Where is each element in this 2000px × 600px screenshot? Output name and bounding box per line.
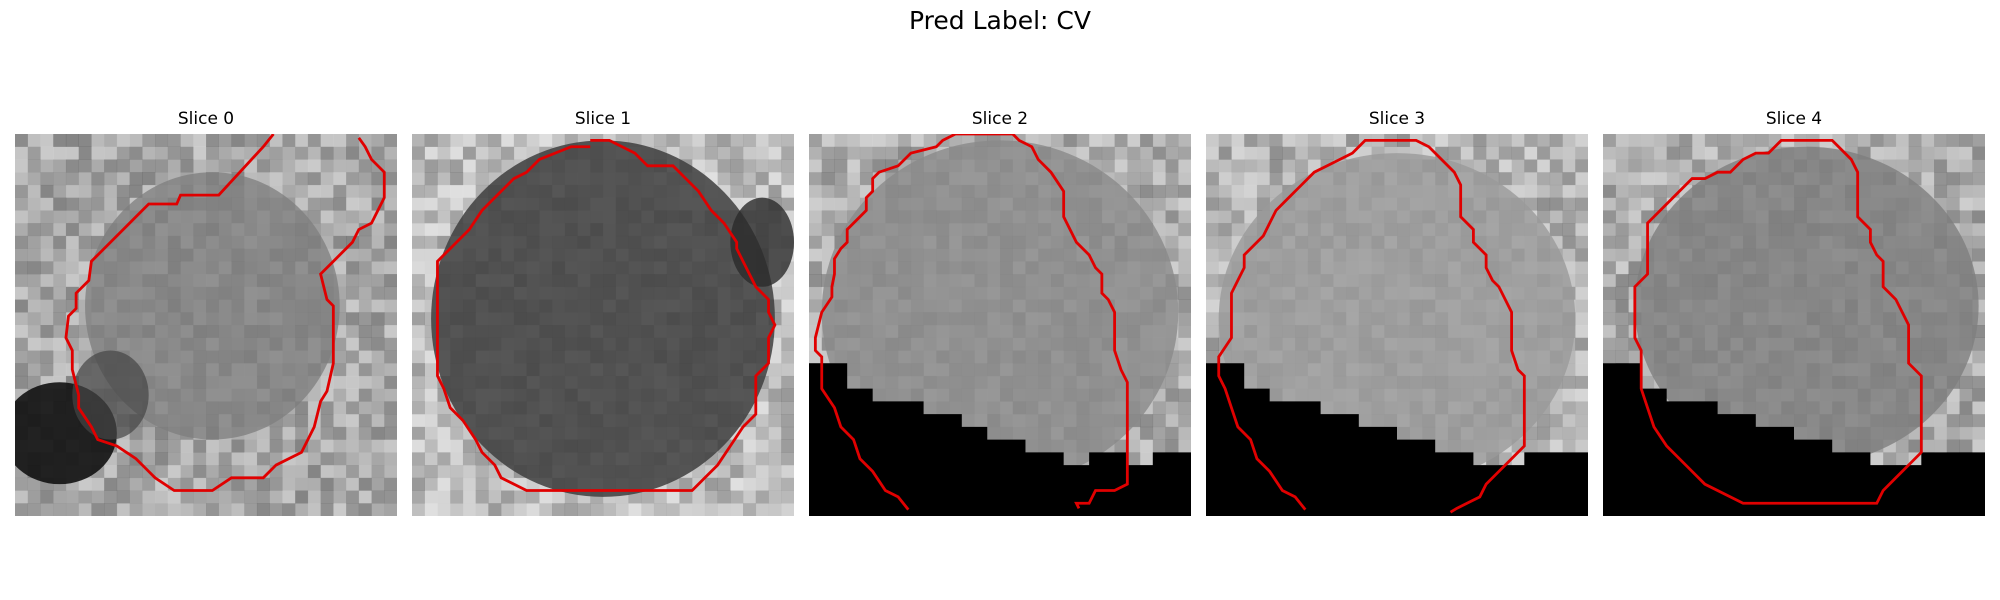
slice-title-1: Slice 1 xyxy=(574,109,632,129)
slice-image-1 xyxy=(412,134,794,516)
figure-title: Pred Label: CV xyxy=(909,6,1091,35)
lesion-2 xyxy=(821,140,1179,485)
slice-image-2 xyxy=(809,134,1191,516)
slice-title-3: Slice 3 xyxy=(1368,109,1426,129)
slice-panel-0: Slice 0 xyxy=(15,108,397,516)
contour-4 xyxy=(1633,138,1923,505)
lesion-0 xyxy=(85,172,340,440)
black-region-2 xyxy=(809,363,1191,516)
contour-1 xyxy=(436,138,777,492)
slice-image-0 xyxy=(15,134,397,516)
lesion-4 xyxy=(1634,146,1979,466)
slice-panel-3: Slice 3 xyxy=(1206,108,1588,516)
contour-2 xyxy=(813,134,1129,511)
slice-title-2: Slice 2 xyxy=(971,109,1029,129)
lesion-1 xyxy=(431,140,775,497)
slice-panel-2: Slice 2 xyxy=(809,108,1191,516)
contour-3 xyxy=(1217,138,1526,514)
slice-image-3 xyxy=(1206,134,1588,516)
slice-panel-4: Slice 4 xyxy=(1603,108,1985,516)
contour-0 xyxy=(64,134,386,492)
slice-panel-1: Slice 1 xyxy=(412,108,794,516)
slice-title-4: Slice 4 xyxy=(1765,109,1823,129)
slice-image-4 xyxy=(1603,134,1985,516)
slice-title-0: Slice 0 xyxy=(177,109,235,129)
